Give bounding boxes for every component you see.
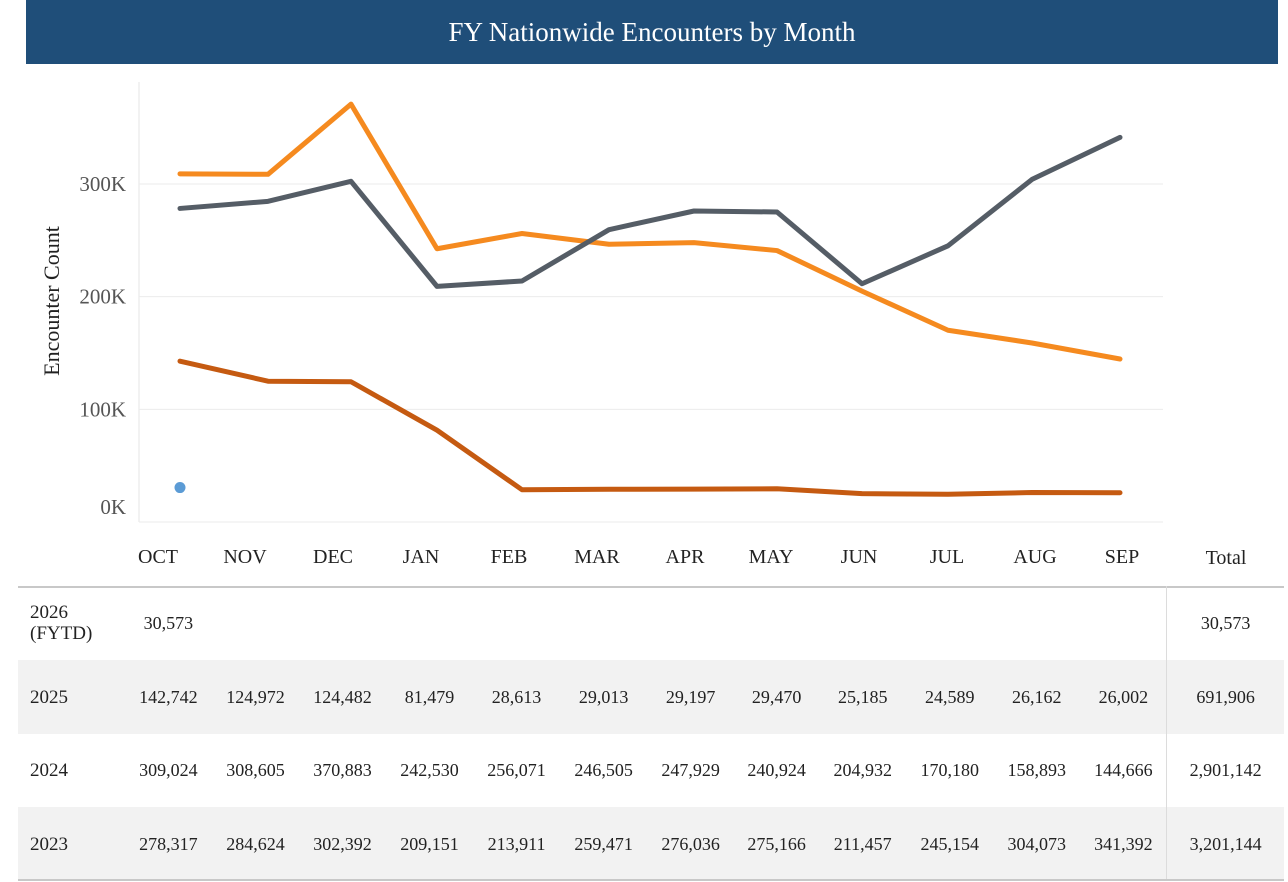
row-year-label: 2024 (30, 760, 68, 781)
table-cell: 370,883 (313, 760, 372, 780)
table-cell: 26,162 (993, 660, 1081, 734)
table-cell: 240,924 (747, 760, 806, 780)
total-column-header: Total (1206, 547, 1247, 569)
line-chart: Encounter Count 0K 100K 200K 300K OCT NOV DEC… (39, 82, 1247, 569)
table-cell: 81,479 (385, 660, 474, 734)
series-line-2025 (177, 358, 1123, 497)
table-cell: 204,932 (833, 760, 892, 780)
series-line-2023 (177, 134, 1123, 289)
table-cell: 213,911 (473, 807, 561, 881)
table-bottom-rule (18, 879, 1284, 881)
table-cell: 29,013 (560, 660, 648, 734)
table-cell: 246,505 (574, 760, 633, 780)
table-cell: 259,471 (560, 807, 648, 881)
table-cell: 341,392 (1080, 807, 1167, 881)
table-cell: 26,002 (1080, 660, 1167, 734)
table-cell (993, 586, 1080, 660)
table-cell: 144,666 (1094, 760, 1153, 780)
x-tick-label: SEP (1105, 546, 1139, 568)
table-row: 2024 309,024 308,605 370,883 242,530 256,071 2… (18, 734, 1284, 807)
table-cell: 124,972 (211, 660, 299, 734)
row-year-label: 2025 (18, 660, 125, 734)
table-cell: 309,024 (139, 760, 198, 780)
table-cell: 30,573 (143, 612, 194, 633)
table-cell: 276,036 (647, 807, 735, 881)
x-tick-label: MAR (574, 546, 620, 568)
row-total: 3,201,144 (1166, 807, 1284, 881)
series-line-2024 (177, 101, 1123, 362)
table-cell: 304,073 (993, 807, 1081, 881)
table-cell: 247,929 (661, 760, 720, 780)
chart-title: FY Nationwide Encounters by Month (26, 0, 1278, 64)
x-tick-label: JUL (930, 546, 964, 568)
table-cell: 158,893 (1007, 760, 1067, 780)
table-cell: 211,457 (819, 807, 907, 881)
table-cell (734, 586, 819, 660)
table-cell: 24,589 (906, 660, 994, 734)
table-cell (819, 586, 906, 660)
row-total: 691,906 (1166, 660, 1284, 734)
y-tick-label: 100K (79, 397, 126, 421)
table-cell: 256,071 (487, 760, 546, 780)
table-cell: 245,154 (906, 807, 994, 881)
x-tick-label: JUN (841, 546, 878, 568)
row-year-label: 2023 (18, 807, 125, 881)
table-cell (212, 586, 299, 660)
x-tick-label: AUG (1013, 546, 1056, 568)
x-tick-label: MAY (749, 546, 794, 568)
x-tick-label: FEB (491, 546, 528, 568)
y-axis-label: Encounter Count (39, 226, 64, 376)
y-tick-label: 0K (100, 495, 126, 519)
table-row: 2026 (FYTD) 30,573 30,573 (18, 586, 1284, 660)
table-cell: 278,317 (124, 807, 212, 881)
x-tick-label: NOV (223, 546, 267, 568)
table-cell: 29,197 (647, 660, 735, 734)
row-total: 2,901,142 (1166, 734, 1284, 807)
table-cell: 308,605 (226, 760, 285, 780)
table-cell: 209,151 (385, 807, 474, 881)
x-tick-label: JAN (403, 546, 440, 568)
table-top-rule (18, 586, 1284, 588)
table-cell (473, 586, 560, 660)
x-tick-label: DEC (313, 546, 353, 568)
row-total: 30,573 (1166, 586, 1284, 660)
table-cell: 275,166 (734, 807, 820, 881)
table-cell (299, 586, 386, 660)
table-cell: 29,470 (734, 660, 820, 734)
y-tick-label: 300K (79, 172, 126, 196)
x-tick-label: APR (666, 546, 706, 568)
table-cell (906, 586, 993, 660)
table-cell (560, 586, 647, 660)
table-cell: 25,185 (819, 660, 907, 734)
table-cell: 302,392 (298, 807, 386, 881)
table-cell: 124,482 (298, 660, 386, 734)
series-point-2026 (174, 482, 186, 494)
data-table: 2026 (FYTD) 30,573 30,573 2025 142,742 124,972… (18, 586, 1284, 881)
table-row: 2025 142,742 124,972 124,482 81,479 28,613 29,… (18, 660, 1284, 734)
row-year-label: 2026 (FYTD) (30, 602, 93, 644)
table-cell: 284,624 (211, 807, 299, 881)
table-row: 2023 278,317 284,624 302,392 209,151 213,911 2… (18, 807, 1284, 881)
table-cell (647, 586, 734, 660)
x-tick-label: OCT (138, 546, 178, 568)
table-cell (386, 586, 473, 660)
table-cell: 28,613 (473, 660, 561, 734)
table-cell: 170,180 (920, 760, 980, 780)
table-cell (1080, 586, 1167, 660)
y-tick-label: 200K (79, 285, 126, 309)
table-cell: 142,742 (124, 660, 212, 734)
table-cell: 242,530 (400, 760, 459, 780)
